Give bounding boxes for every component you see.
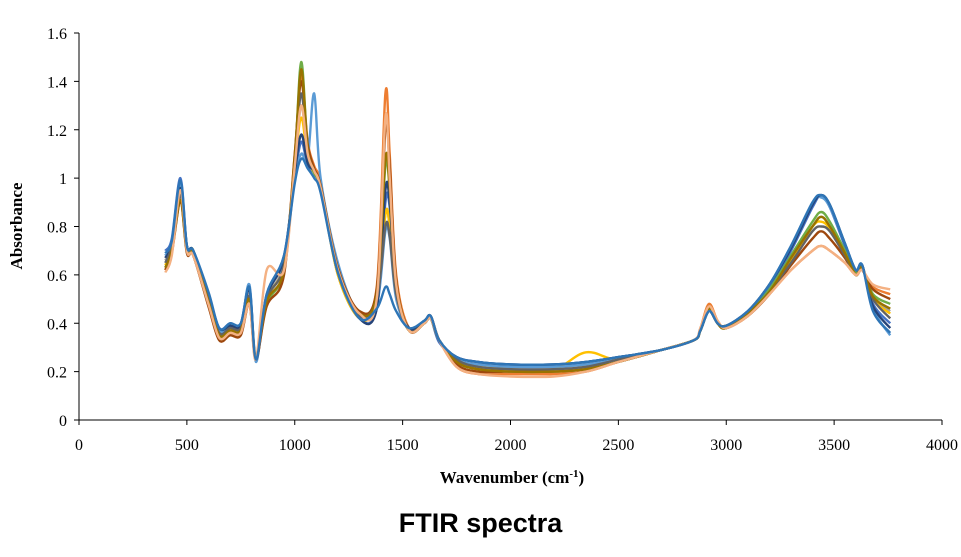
series-line-12 [164, 157, 892, 366]
series-line-2 [164, 75, 891, 376]
x-tick-label: 3500 [818, 437, 850, 454]
x-axis-title: Wavenumber (cm-1) [440, 468, 584, 487]
x-tick-label: 2500 [602, 437, 634, 454]
y-tick-label: 1.4 [47, 74, 67, 91]
y-tick-label: 1 [59, 171, 67, 188]
y-tick-label: 0 [59, 413, 67, 430]
series-line-9 [164, 92, 892, 371]
y-tick-label: 1.6 [47, 26, 67, 43]
series-line-7 [164, 133, 892, 366]
x-tick-label: 500 [175, 437, 199, 454]
x-axis-title-close: ) [579, 468, 585, 487]
series-line-8 [164, 80, 891, 374]
series-line-10 [164, 68, 891, 374]
x-tick-label: 1000 [279, 437, 311, 454]
y-axis-title: Absorbance [7, 182, 26, 269]
y-axis-ticks: 0 0.2 0.4 0.6 0.8 1 1.2 1.4 1.6 [47, 26, 79, 430]
series-line-4 [164, 116, 891, 372]
ftir-spectra-chart: 0 0.2 0.4 0.6 0.8 1 1.2 1.4 1.6 0 500 1000 1500 2000… [7, 26, 958, 487]
x-axis-title-main: Wavenumber (cm [440, 468, 570, 487]
x-tick-label: 2000 [495, 437, 527, 454]
x-tick-label: 4000 [926, 437, 958, 454]
series-line-6 [164, 60, 891, 374]
figure-caption: FTIR spectra [398, 508, 563, 538]
y-tick-label: 0.2 [47, 365, 67, 382]
series-line-3 [164, 104, 891, 369]
y-tick-label: 0.8 [47, 220, 67, 237]
y-tick-label: 1.2 [47, 123, 67, 140]
x-tick-label: 3000 [710, 437, 742, 454]
x-tick-label: 0 [75, 437, 83, 454]
series-layer [164, 60, 892, 379]
series-line-5 [164, 92, 892, 369]
x-axis-title-sup: -1 [569, 468, 578, 480]
y-tick-label: 0.6 [47, 268, 67, 285]
x-tick-label: 1500 [387, 437, 419, 454]
x-axis-ticks: 0 500 1000 1500 2000 2500 3000 3500 4000 [75, 420, 958, 454]
series-line-1 [164, 140, 892, 366]
y-tick-label: 0.4 [47, 316, 67, 333]
series-line-11 [164, 104, 891, 379]
